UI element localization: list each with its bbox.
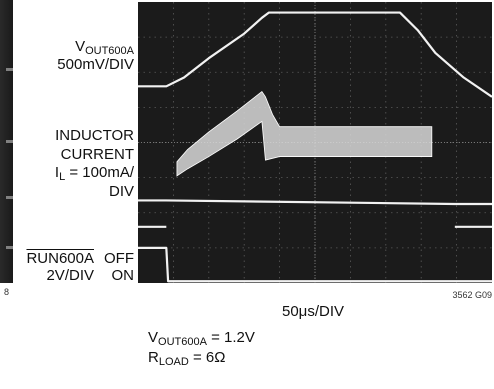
vout-scale-label: 500mV/DIV bbox=[57, 56, 134, 73]
vout-label: VOUT600A bbox=[75, 38, 134, 57]
il-div-label: DIV bbox=[108, 183, 134, 200]
adjacent-figure-edge bbox=[0, 0, 13, 283]
x-scale-label: 50μs/DIV bbox=[282, 303, 344, 320]
trace-vout bbox=[138, 11, 492, 98]
run-off-label: OFF bbox=[104, 250, 134, 267]
rload-condition: RLOAD = 6Ω bbox=[148, 349, 226, 368]
trace-run_off_level bbox=[138, 199, 492, 206]
vout-condition: VOUT600A = 1.2V bbox=[148, 329, 255, 348]
figure-id: 3562 G09 bbox=[452, 290, 492, 300]
run-label: RUN600A bbox=[26, 250, 94, 267]
oscilloscope-screen bbox=[138, 2, 492, 283]
adjacent-trace-mark bbox=[6, 196, 13, 199]
adjacent-figure-id: 8 bbox=[4, 287, 10, 297]
inductor-label: INDUCTOR bbox=[55, 127, 134, 144]
adjacent-trace-mark bbox=[6, 68, 13, 71]
run-on-label: ON bbox=[111, 267, 135, 284]
current-label: CURRENT bbox=[60, 146, 134, 163]
adjacent-trace-mark bbox=[6, 246, 13, 249]
il-scale-label: IL = 100mA/ bbox=[54, 164, 134, 183]
traces bbox=[138, 11, 492, 283]
trace-inductor_current bbox=[176, 90, 433, 177]
adjacent-trace-mark bbox=[6, 140, 13, 143]
trace-run600a bbox=[138, 246, 492, 283]
run-scale-label: 2V/DIV bbox=[46, 267, 94, 284]
